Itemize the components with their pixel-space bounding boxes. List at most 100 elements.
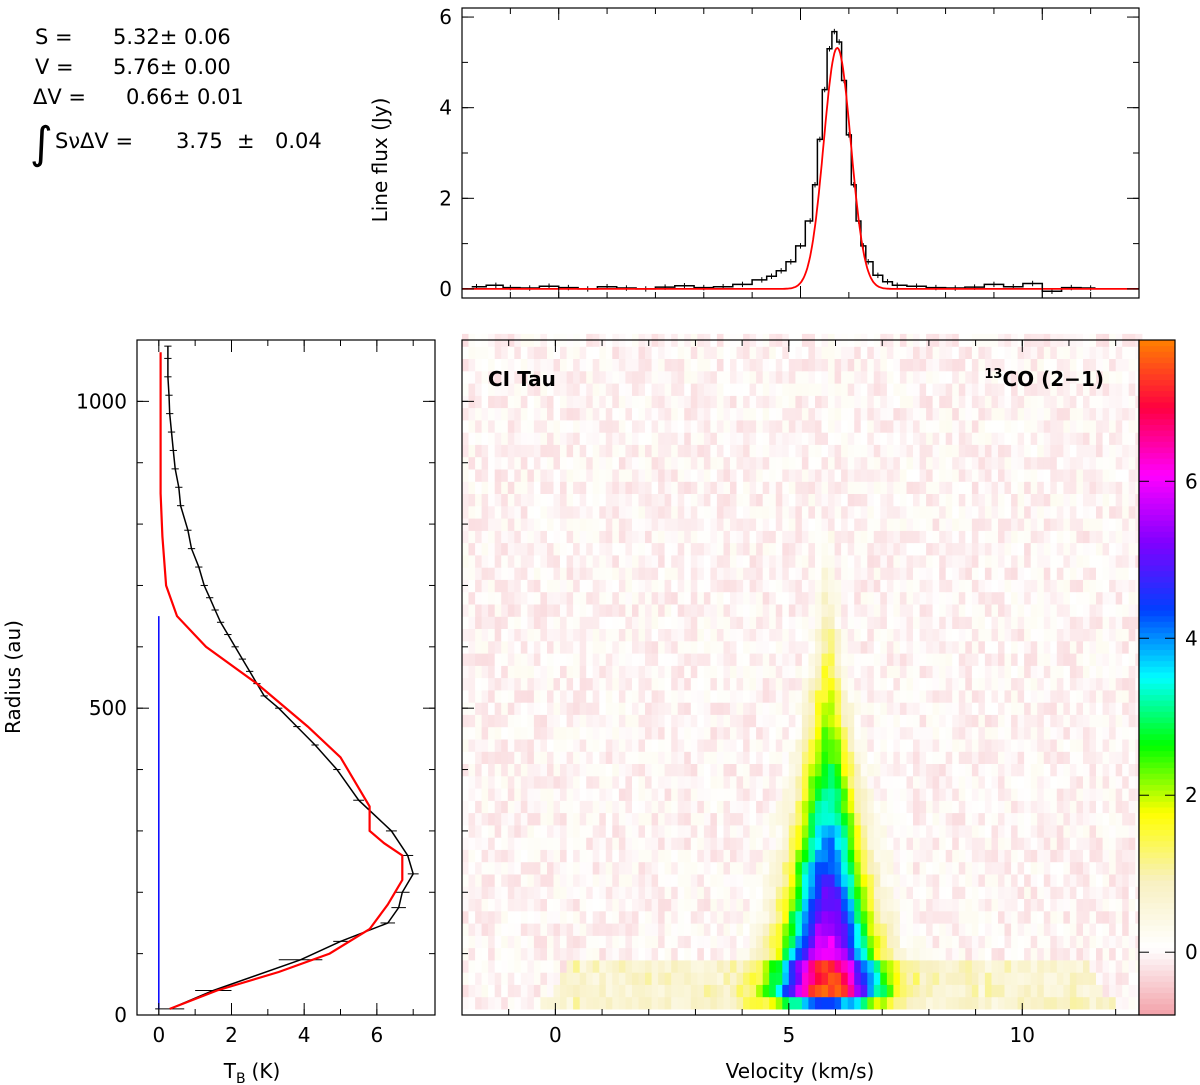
pv-cell-2186: [475, 738, 483, 752]
pv-cell-4721: [730, 444, 738, 458]
pv-cell-3675: [690, 567, 698, 580]
pv-cell-668: [749, 923, 757, 936]
pv-cell-497: [991, 947, 999, 961]
pv-cell-4038: [1024, 530, 1032, 544]
pv-cell-2424: [671, 714, 679, 728]
pv-cell-1977: [468, 763, 476, 777]
pv-cell-272: [880, 972, 888, 985]
pv-cell-2700: [1115, 689, 1123, 703]
pv-cell-1452: [1115, 837, 1123, 850]
pv-cell-913: [991, 898, 999, 912]
pv-cell-3368: [723, 603, 731, 617]
pv-cell-3246: [605, 616, 613, 629]
pv-cell-787: [847, 910, 855, 924]
pv-cell-2589: [1069, 702, 1077, 715]
pv-cell-380: [906, 959, 914, 973]
pv-cell-4317: [808, 493, 816, 507]
pv-cell-3317: [1069, 616, 1077, 629]
pv-cell-3938: [1050, 542, 1058, 556]
pv-cell-2895: [1030, 665, 1038, 679]
pv-cell-1872: [462, 775, 470, 789]
pv-cell-3933: [1017, 542, 1025, 556]
pv-cell-3696: [828, 567, 836, 580]
pv-cell-3492: [854, 591, 862, 605]
pv-cell-2566: [919, 702, 927, 715]
pv-cell-2114: [684, 751, 692, 764]
pv-cell-1356: [488, 837, 496, 850]
pv-cell-1557: [1122, 824, 1130, 838]
pv-cell-1619: [847, 812, 855, 826]
pv-cell-1886: [553, 775, 561, 789]
pv-cell-4683: [481, 444, 489, 458]
pv-cell-4387: [586, 481, 594, 494]
pv-cell-4591: [560, 456, 568, 470]
pv-cell-65: [886, 996, 894, 1010]
pv-cell-2335: [769, 726, 777, 740]
pv-cell-239: [664, 972, 672, 985]
pv-cell-2898: [1050, 665, 1058, 679]
pv-cell-1981: [494, 763, 502, 777]
pv-cell-2798: [1076, 677, 1084, 691]
pv-cell-2487: [1083, 714, 1091, 728]
pv-cell-1287: [716, 849, 724, 863]
pv-cell-2247: [873, 738, 881, 752]
pv-cell-769: [730, 910, 738, 924]
pv-cell-2004: [645, 763, 653, 777]
pv-cell-4629: [808, 456, 816, 470]
pv-cell-617: [1096, 935, 1104, 949]
pv-cell-4587: [533, 456, 541, 470]
pv-cell-1723: [847, 800, 855, 814]
pv-cell-4228: [906, 505, 914, 519]
pv-cell-2448: [828, 714, 836, 728]
pv-cell-165: [860, 984, 868, 998]
pv-cell-1608: [775, 812, 783, 826]
pv-cell-4361: [1096, 493, 1104, 507]
pv-cell-3387: [847, 603, 855, 617]
pv-cell-3645: [494, 567, 502, 580]
pv-cell-3232: [514, 616, 522, 629]
pv-cell-4152: [1089, 518, 1097, 531]
pv-cell-4472: [462, 468, 470, 482]
pv-cell-2572: [958, 702, 966, 715]
pv-cell-3411: [1004, 603, 1012, 617]
pv-cell-139: [690, 984, 698, 998]
pv-cell-760: [671, 910, 679, 924]
pv-cell-2885: [965, 665, 973, 679]
pv-cell-203: [1109, 984, 1117, 998]
pv-cell-3295: [926, 616, 934, 629]
pv-cell-594: [945, 935, 953, 949]
pv-cell-2603: [481, 689, 489, 703]
pv-cell-52: [801, 996, 809, 1010]
pv-cell-4353: [1043, 493, 1051, 507]
pv-cell-2117: [703, 751, 711, 764]
pv-cell-3591: [821, 579, 829, 593]
pv-cell-84: [1011, 996, 1019, 1010]
pv-cell-486: [919, 947, 927, 961]
pv-cell-3884: [697, 542, 705, 556]
pv-cell-3381: [808, 603, 816, 617]
pv-cell-4466: [1102, 481, 1110, 494]
pv-cell-2819: [533, 665, 541, 679]
pv-cell-844: [540, 898, 548, 912]
pv-cell-4413: [756, 481, 764, 494]
pv-cell-2860: [801, 665, 809, 679]
pv-cell-3427: [1109, 603, 1117, 617]
pv-cell-1987: [533, 763, 541, 777]
pv-cell-322: [527, 959, 535, 973]
pv-cell-71: [926, 996, 934, 1010]
pv-cell-4164: [488, 505, 496, 519]
pv-cell-2546: [788, 702, 796, 715]
pv-cell-4495: [612, 468, 620, 482]
pv-cell-2734: [658, 677, 666, 691]
pv-cell-3174: [815, 628, 823, 642]
pv-cell-882: [788, 898, 796, 912]
pv-cell-1702: [710, 800, 718, 814]
pv-cell-1660: [1115, 812, 1123, 826]
pv-cell-3598: [867, 579, 875, 593]
pv-cell-939: [481, 886, 489, 899]
pv-cell-1754: [1050, 800, 1058, 814]
pv-cell-1300: [801, 849, 809, 863]
pv-cell-3750: [501, 554, 509, 568]
pv-cell-2109: [651, 751, 659, 764]
pv-cell-149: [756, 984, 764, 998]
